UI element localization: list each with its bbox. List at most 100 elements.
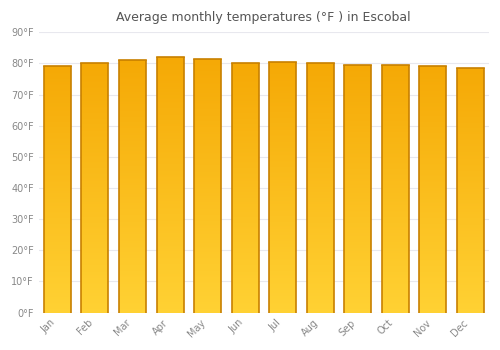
Bar [419, 308, 446, 309]
Bar [119, 175, 146, 176]
Bar [306, 116, 334, 117]
Bar [156, 274, 184, 275]
Bar [194, 211, 221, 212]
Bar [194, 278, 221, 280]
Bar [382, 144, 408, 146]
Bar [269, 136, 296, 137]
Bar [382, 220, 408, 221]
Bar [44, 312, 71, 313]
Bar [382, 278, 408, 279]
Bar [44, 209, 71, 210]
Bar [44, 108, 71, 110]
Bar [156, 184, 184, 185]
Bar [382, 300, 408, 301]
Bar [344, 206, 371, 207]
Bar [344, 100, 371, 101]
Bar [382, 131, 408, 132]
Bar [82, 300, 108, 301]
Bar [194, 113, 221, 114]
Bar [119, 306, 146, 308]
Bar [344, 68, 371, 69]
Bar [82, 264, 108, 265]
Bar [306, 254, 334, 255]
Bar [382, 132, 408, 133]
Bar [44, 138, 71, 139]
Bar [232, 150, 258, 152]
Bar [344, 132, 371, 133]
Bar [269, 245, 296, 246]
Bar [156, 130, 184, 131]
Bar [194, 301, 221, 302]
Bar [44, 160, 71, 161]
Bar [456, 195, 483, 196]
Bar [232, 66, 258, 67]
Bar [306, 293, 334, 294]
Bar [344, 223, 371, 225]
Bar [306, 276, 334, 278]
Bar [232, 210, 258, 212]
Bar [419, 231, 446, 233]
Bar [194, 172, 221, 173]
Bar [306, 138, 334, 139]
Bar [456, 212, 483, 214]
Bar [194, 212, 221, 214]
Bar [382, 200, 408, 201]
Bar [456, 144, 483, 145]
Bar [44, 270, 71, 271]
Bar [344, 290, 371, 292]
Bar [194, 182, 221, 183]
Bar [456, 164, 483, 166]
Bar [44, 175, 71, 176]
Bar [232, 168, 258, 169]
Bar [232, 70, 258, 71]
Bar [344, 121, 371, 122]
Bar [156, 153, 184, 154]
Bar [344, 155, 371, 156]
Bar [44, 196, 71, 197]
Bar [269, 144, 296, 145]
Bar [194, 138, 221, 139]
Bar [44, 283, 71, 284]
Bar [419, 255, 446, 256]
Bar [194, 195, 221, 196]
Bar [194, 250, 221, 252]
Bar [232, 178, 258, 179]
Bar [382, 258, 408, 259]
Bar [82, 208, 108, 209]
Bar [306, 312, 334, 313]
Bar [232, 159, 258, 161]
Bar [419, 289, 446, 290]
Bar [382, 140, 408, 142]
Bar [456, 68, 483, 69]
Bar [419, 183, 446, 185]
Bar [382, 178, 408, 179]
Bar [382, 196, 408, 197]
Bar [456, 111, 483, 112]
Bar [232, 249, 258, 250]
Bar [382, 195, 408, 196]
Bar [232, 99, 258, 101]
Bar [44, 250, 71, 251]
Bar [194, 184, 221, 186]
Bar [156, 152, 184, 153]
Bar [344, 143, 371, 144]
Bar [382, 126, 408, 127]
Bar [269, 237, 296, 239]
Bar [44, 279, 71, 281]
Bar [82, 214, 108, 216]
Bar [344, 250, 371, 251]
Bar [232, 181, 258, 182]
Bar [194, 103, 221, 104]
Bar [44, 307, 71, 308]
Bar [232, 108, 258, 110]
Bar [194, 245, 221, 247]
Bar [194, 135, 221, 136]
Bar [344, 301, 371, 303]
Bar [156, 299, 184, 300]
Bar [306, 85, 334, 86]
Bar [344, 253, 371, 254]
Bar [456, 90, 483, 91]
Bar [382, 185, 408, 186]
Bar [44, 122, 71, 123]
Bar [419, 118, 446, 119]
